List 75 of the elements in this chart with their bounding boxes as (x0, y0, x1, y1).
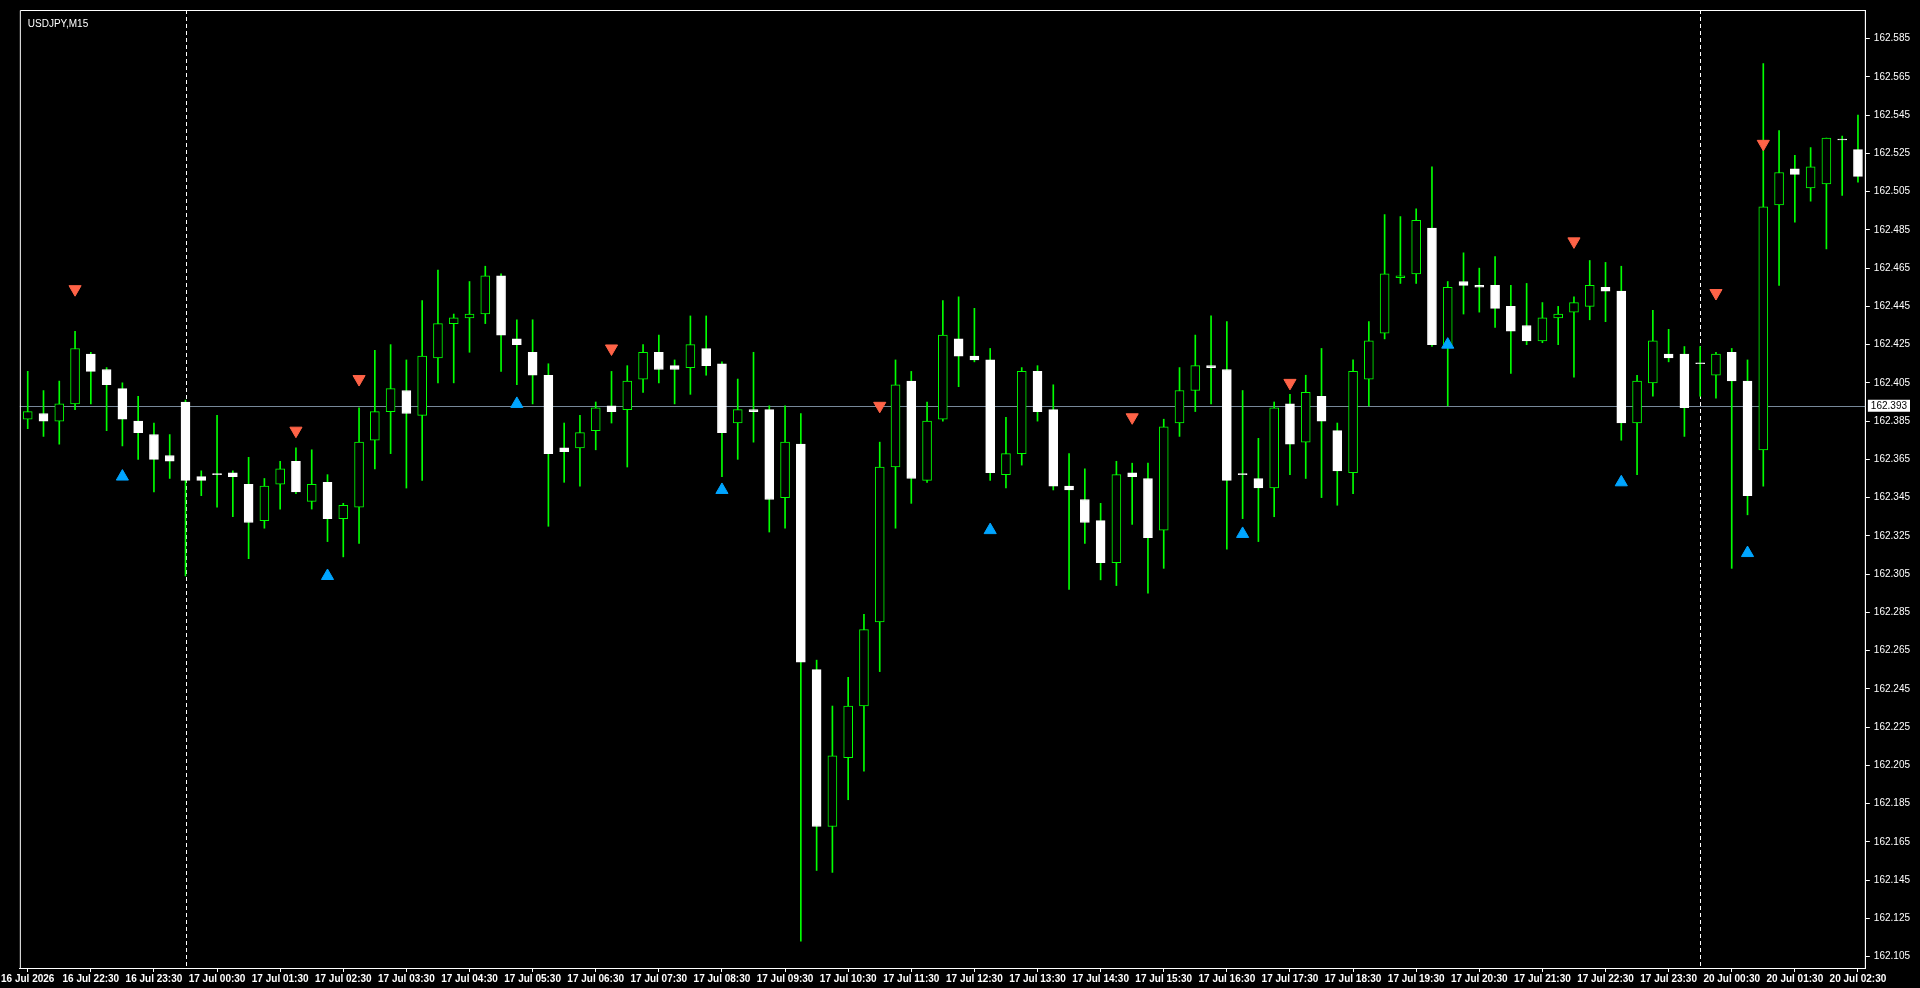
x-tick-label: 17 Jul 21:30 (1514, 972, 1572, 984)
y-tick-label: 162.265 (1873, 644, 1911, 656)
candlestick (196, 470, 207, 497)
x-tick-label: 17 Jul 14:30 (1072, 972, 1130, 984)
x-tick-label: 16 Jul 22:30 (62, 972, 120, 984)
x-tick-label: 17 Jul 03:30 (378, 972, 436, 984)
candlestick (1774, 130, 1784, 286)
x-tick-label: 17 Jul 18:30 (1324, 972, 1382, 984)
x-tick-label: 17 Jul 12:30 (946, 972, 1004, 984)
x-tick-label: 17 Jul 09:30 (756, 972, 814, 984)
y-tick-label: 162.405 (1873, 376, 1911, 388)
candlestick (1474, 267, 1485, 313)
x-tick-label: 17 Jul 01:30 (251, 972, 309, 984)
candlestick (133, 395, 143, 460)
x-tick-label: 17 Jul 10:30 (819, 972, 877, 984)
y-tick-label: 162.565 (1873, 70, 1911, 82)
y-tick-label: 162.445 (1873, 300, 1911, 312)
x-tick-label: 17 Jul 11:30 (883, 972, 940, 984)
y-tick-label: 162.345 (1873, 491, 1911, 503)
x-tick-label: 17 Jul 06:30 (567, 972, 625, 984)
y-tick-label: 162.485 (1873, 223, 1911, 235)
y-tick-label: 162.505 (1873, 185, 1911, 197)
x-tick-label: 17 Jul 20:30 (1450, 972, 1509, 984)
x-tick-label: 17 Jul 07:30 (630, 972, 688, 984)
y-tick-label: 162.185 (1873, 797, 1911, 809)
x-tick-label: 17 Jul 17:30 (1261, 972, 1319, 984)
y-tick-label: 162.285 (1873, 606, 1911, 618)
y-tick-label: 162.205 (1873, 759, 1911, 771)
x-tick-label: 17 Jul 02:30 (314, 972, 373, 984)
candlestick (1837, 135, 1848, 196)
x-tick-label: 17 Jul 16:30 (1198, 972, 1256, 984)
y-tick-label: 162.585 (1873, 32, 1911, 44)
text: USDJPY,M15 (27, 17, 89, 29)
candlestick (370, 350, 380, 470)
candlestick (1790, 155, 1800, 223)
y-tick-label: 162.225 (1873, 720, 1911, 732)
y-tick-label: 162.525 (1873, 147, 1911, 159)
x-tick-label: 20 Jul 02:30 (1829, 972, 1887, 984)
candlestick (228, 470, 238, 518)
y-tick-label: 162.125 (1873, 912, 1911, 924)
x-tick-label: 16 Jul 23:30 (125, 972, 183, 984)
x-tick-label: 20 Jul 00:30 (1703, 972, 1761, 984)
x-tick-label: 17 Jul 05:30 (504, 972, 562, 984)
x-tick-label: 20 Jul 01:30 (1766, 972, 1824, 984)
y-tick-label: 162.425 (1873, 338, 1911, 350)
candlestick (448, 313, 459, 384)
x-tick-label: 17 Jul 15:30 (1135, 972, 1193, 984)
candlestick (575, 415, 585, 487)
candlestick (22, 371, 33, 430)
x-tick-label: 17 Jul 13:30 (1009, 972, 1067, 984)
y-tick-label: 162.545 (1873, 108, 1911, 120)
x-tick-label: 17 Jul 04:30 (441, 972, 499, 984)
y-tick-label: 162.365 (1873, 453, 1911, 465)
x-tick-label: 16 Jul 2026 (1, 972, 55, 984)
x-tick-label: 17 Jul 08:30 (693, 972, 751, 984)
y-tick-label: 162.325 (1873, 529, 1911, 541)
candlestick (1569, 296, 1579, 378)
x-tick-label: 17 Jul 22:30 (1577, 972, 1635, 984)
y-tick-label: 162.305 (1873, 567, 1911, 579)
y-tick-label: 162.465 (1873, 261, 1911, 273)
candlestick (1206, 315, 1216, 405)
y-tick-label: 162.105 (1873, 950, 1911, 962)
y-tick-label: 162.145 (1873, 873, 1911, 885)
x-tick-label: 17 Jul 00:30 (188, 972, 246, 984)
candlestick (732, 378, 743, 460)
x-tick-label: 17 Jul 23:30 (1640, 972, 1698, 984)
candlestick (164, 434, 175, 479)
candlestick (512, 319, 522, 386)
y-tick-label: 162.165 (1873, 835, 1911, 847)
ref-line-label: 162.393 (1870, 399, 1908, 411)
y-tick-label: 162.245 (1873, 682, 1911, 694)
candlestick (1127, 462, 1138, 525)
candlestick (1726, 348, 1737, 569)
x-tick-label: 17 Jul 19:30 (1387, 972, 1445, 984)
y-tick-label: 162.385 (1873, 414, 1911, 426)
